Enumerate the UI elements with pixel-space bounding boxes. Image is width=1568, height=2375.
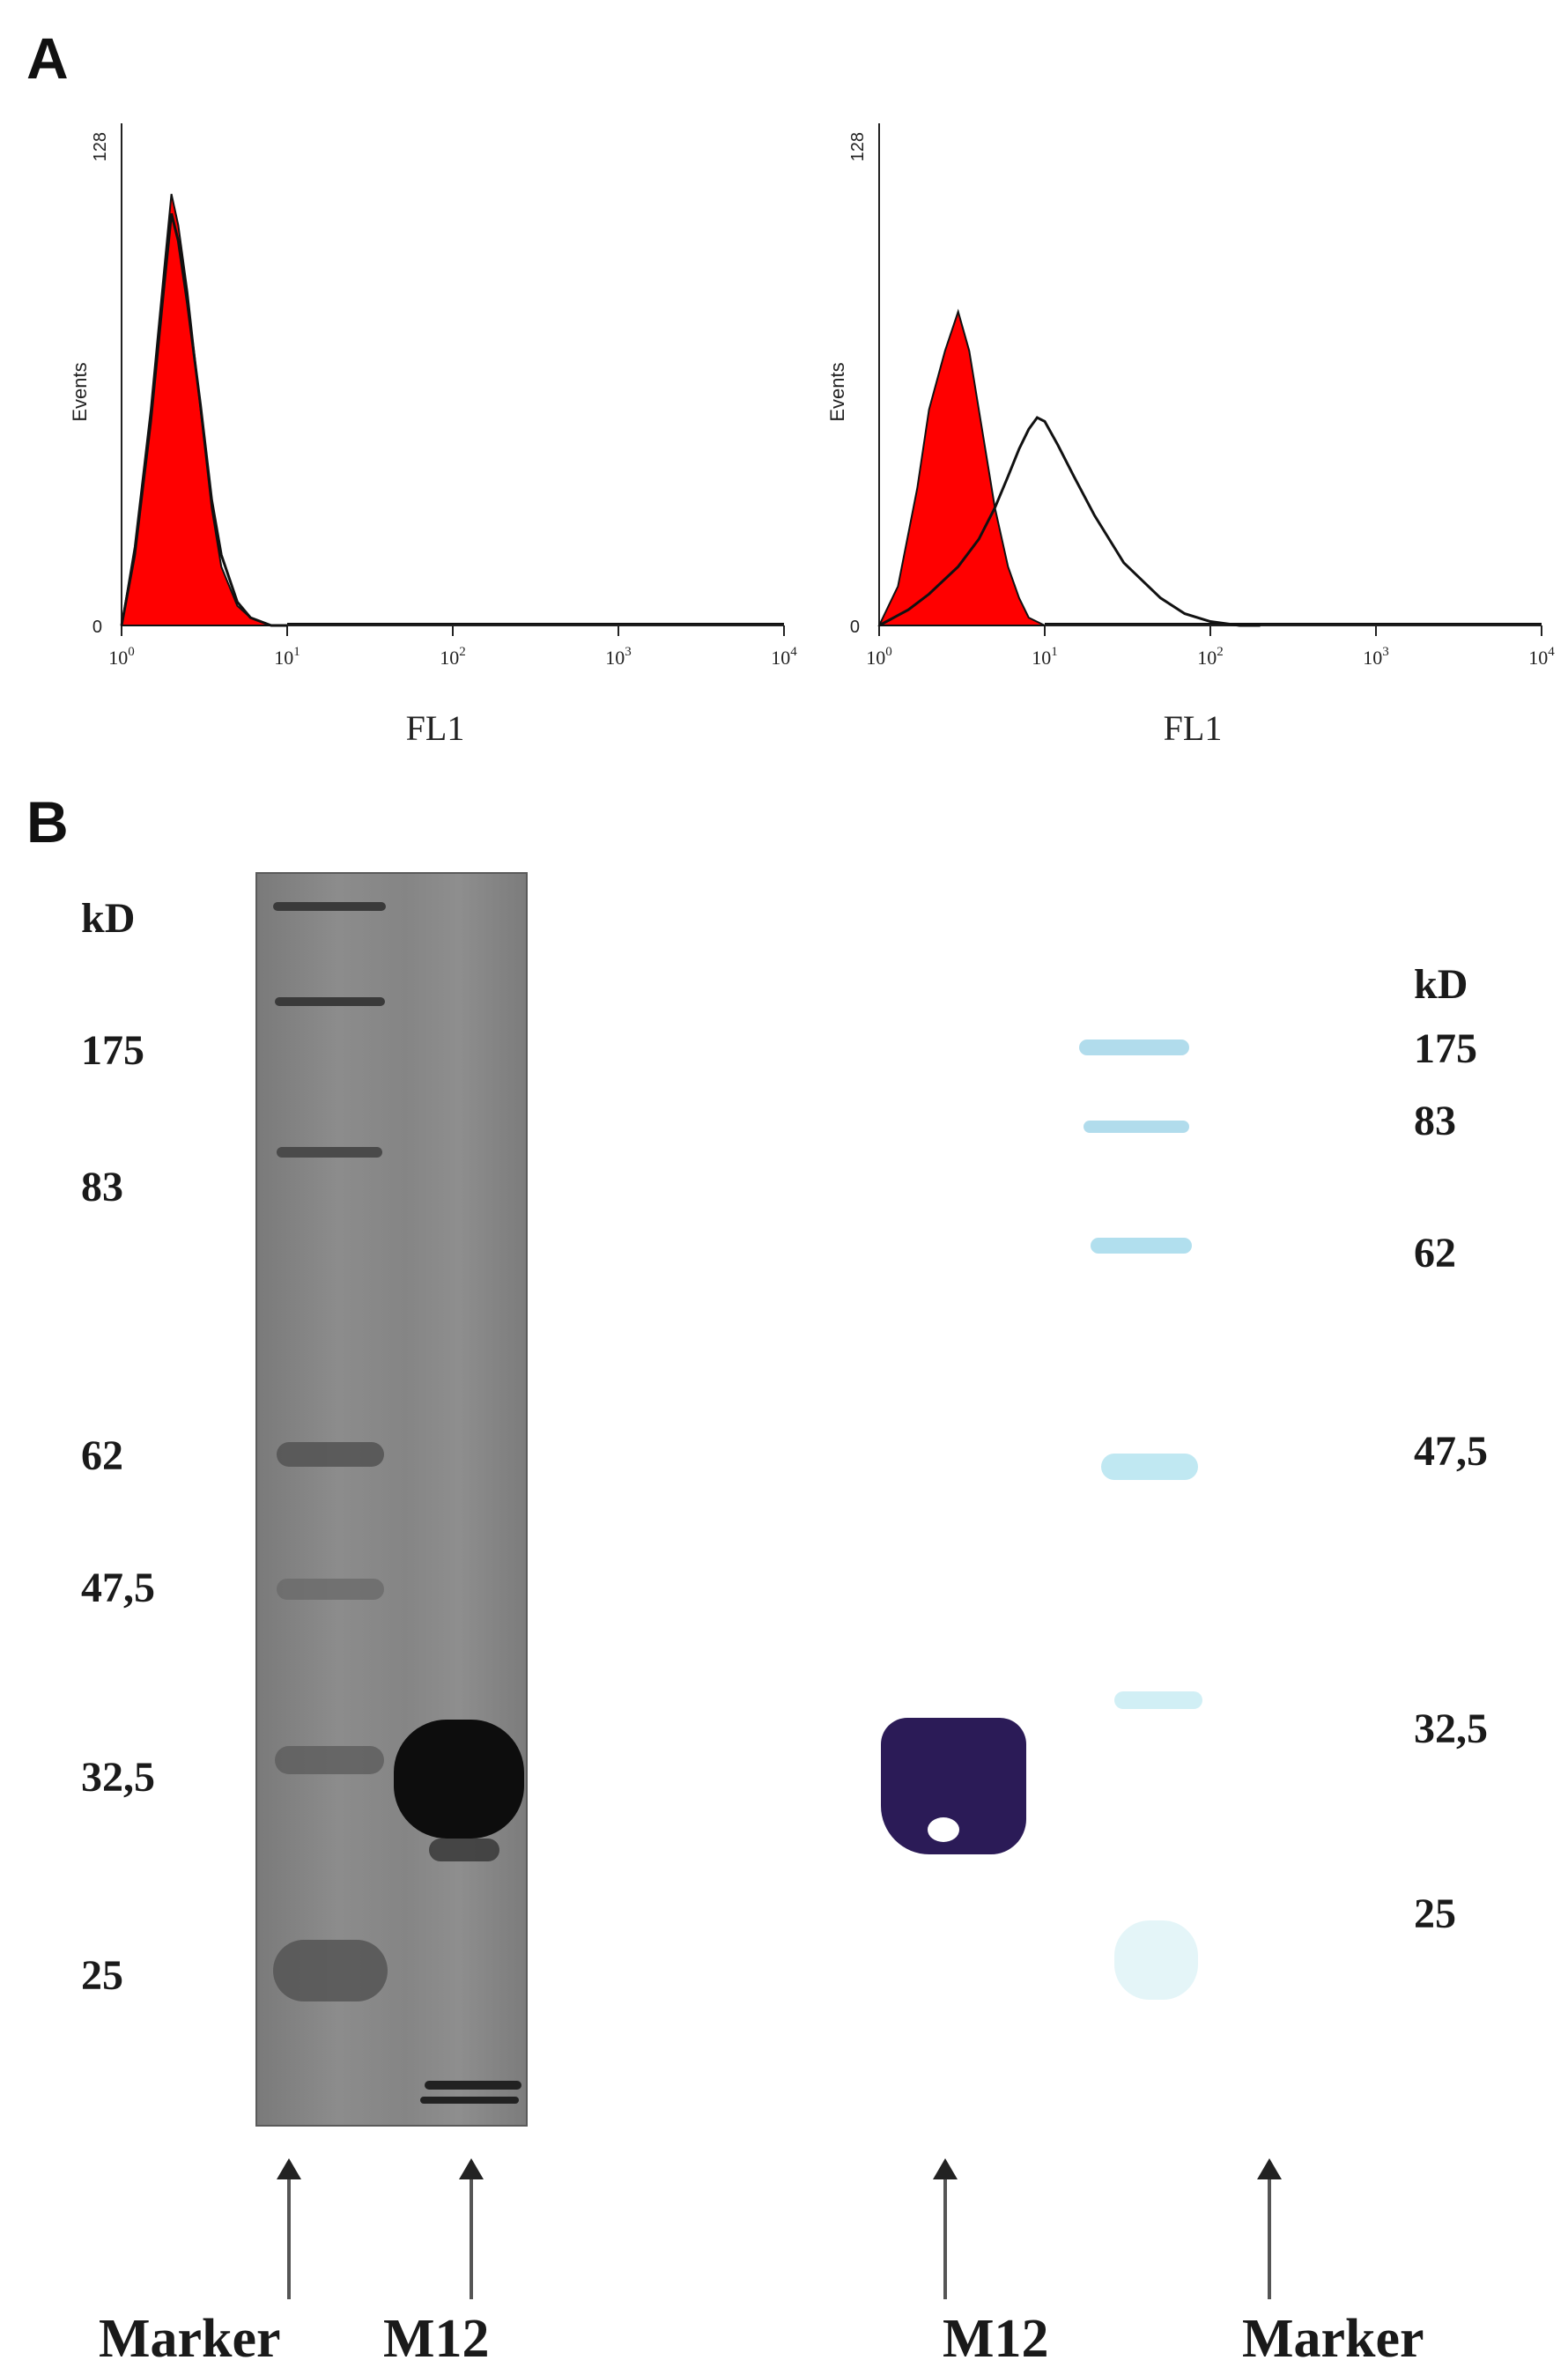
x-tick-label: 103 [605,645,632,669]
histogram-series-outline [120,213,287,627]
right-kd-25: 25 [1414,1890,1456,1937]
lane-label-marker-right: Marker [1242,2309,1424,2369]
gel-marker-band [277,1147,382,1158]
x-tick-label: 104 [771,645,797,669]
left-kd-25: 25 [81,1952,123,1999]
gel-m12-band [425,2081,521,2090]
left-kd-47-5: 47,5 [81,1565,155,1611]
y-axis-label: Events [69,362,91,421]
x-tick-label: 101 [1032,645,1058,669]
right-kd-unit: kD [1414,961,1468,1008]
blot-marker-band [1079,1040,1189,1055]
y-max-tick-label: 128 [91,132,110,161]
gel-marker-band [277,1579,384,1600]
right-kd-47-5: 47,5 [1414,1428,1488,1475]
x-tick-label: 100 [866,645,892,669]
x-tick-label: 102 [440,645,466,669]
lane-label-m12-gel: M12 [383,2309,490,2369]
x-tick-label: 101 [274,645,300,669]
y-max-tick-label: 128 [848,132,868,161]
histogram-series-outline [878,416,1261,627]
blot-marker-band [1114,1920,1198,2000]
left-kd-175: 175 [81,1027,144,1074]
histogram-series-filled [877,308,1046,626]
right-kd-83: 83 [1414,1098,1456,1144]
y-min-tick-label: 0 [92,618,102,637]
blot-marker-band [1114,1691,1202,1709]
panel-b-label: B [26,789,69,855]
gel-m12-band [394,1720,524,1839]
left-kd-62: 62 [81,1432,123,1479]
x-tick-label: 102 [1197,645,1224,669]
histogram-right: 128 0 Events 100 101 102 103 104 FL1 [826,123,1555,748]
x-tick-label: 100 [108,645,135,669]
left-kd-83: 83 [81,1164,123,1210]
blot-image [846,969,1260,2132]
blot-m12-band-spot [925,1815,962,1845]
histogram-series-filled [120,193,287,626]
y-min-tick-label: 0 [850,618,860,637]
histogram-left: 128 0 Events 100 101 102 103 104 FL1 [69,123,797,748]
right-kd-62: 62 [1414,1230,1456,1276]
lane-label-m12-blot: M12 [943,2309,1049,2369]
x-axis-label: FL1 [406,708,465,748]
gel-marker-band [275,997,385,1006]
arrow-up-icon [277,2158,301,2299]
x-axis-label: FL1 [1164,708,1223,748]
lane-label-marker-left: Marker [99,2309,281,2369]
blot-marker-band [1101,1454,1198,1480]
gel-marker-band [275,1746,384,1774]
gel-marker-band [273,902,386,911]
gel-marker-band [273,1940,388,2001]
right-kd-32-5: 32,5 [1414,1705,1488,1752]
blot-marker-band [1091,1238,1192,1254]
gel-image [255,872,528,2127]
right-kd-175: 175 [1414,1025,1477,1072]
arrow-up-icon [459,2158,484,2299]
gel-m12-band [429,1839,499,1861]
blot-marker-band [1084,1121,1189,1133]
panel-a-label: A [26,26,69,91]
left-kd-32-5: 32,5 [81,1754,155,1801]
x-tick-label: 104 [1528,645,1555,669]
gel-marker-band [277,1442,384,1467]
y-axis-label: Events [826,362,848,421]
arrow-up-icon [1257,2158,1282,2299]
gel-m12-band [420,2097,519,2104]
x-tick-label: 103 [1363,645,1389,669]
arrow-up-icon [933,2158,958,2299]
left-kd-unit: kD [81,895,136,942]
